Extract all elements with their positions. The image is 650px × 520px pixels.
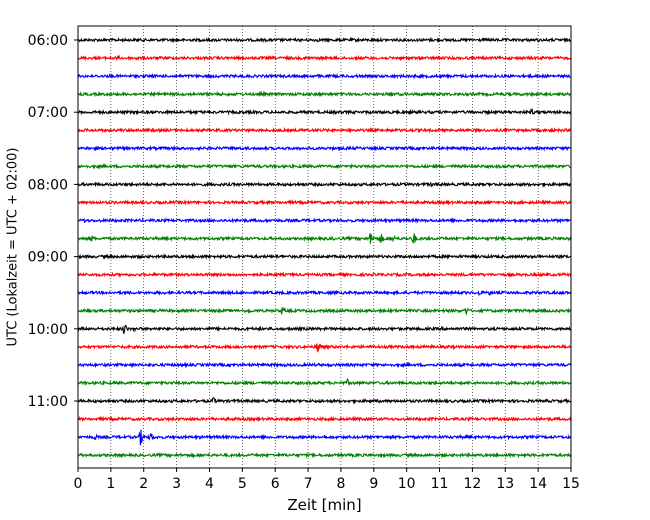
plot-frame (77, 25, 572, 469)
trace-1045 (77, 377, 572, 387)
trace-1100 (77, 397, 572, 405)
x-tick-label: 5 (238, 476, 247, 492)
trace-0800 (77, 181, 572, 188)
trace-1030 (77, 361, 572, 369)
trace-0745 (77, 162, 572, 170)
x-tick-label: 14 (529, 476, 547, 492)
x-tick-label: 2 (139, 476, 148, 492)
x-tick-label: 7 (304, 476, 313, 492)
seismic-traces (77, 36, 572, 459)
x-tick-label: 3 (172, 476, 181, 492)
trace-1145 (77, 451, 572, 459)
trace-0600 (77, 36, 572, 44)
trace-0945 (77, 306, 572, 316)
x-axis-ticks: 0 1 2 3 4 5 6 7 8 9 10 11 12 13 14 15 (74, 468, 580, 492)
y-axis-label: UTC (Lokalzeit = UTC + 02:00) (6, 148, 21, 347)
trace-0615 (77, 54, 572, 62)
trace-0900 (77, 253, 572, 260)
trace-1000 (77, 324, 572, 334)
x-tick-label: 4 (205, 476, 214, 492)
trace-0830 (77, 217, 572, 224)
trace-0630 (77, 72, 572, 80)
trace-0815 (77, 199, 572, 206)
y-tick-label: 11:00 (28, 394, 68, 410)
x-tick-label: 0 (74, 476, 83, 492)
trace-0645 (77, 90, 572, 98)
trace-0845 (77, 233, 572, 244)
x-tick-label: 8 (336, 476, 345, 492)
trace-1115 (77, 415, 572, 423)
trace-1015 (77, 343, 572, 353)
trace-0930 (77, 289, 572, 297)
trace-0915 (77, 271, 572, 279)
x-tick-label: 1 (106, 476, 115, 492)
y-axis-ticks: 06:00 07:00 08:00 09:00 10:00 11:00 (28, 33, 78, 410)
y-tick-label: 07:00 (28, 105, 68, 121)
trace-0715 (77, 126, 572, 134)
y-tick-label: 08:00 (28, 177, 68, 193)
y-tick-label: 06:00 (28, 33, 68, 49)
x-tick-label: 6 (271, 476, 280, 492)
x-tick-label: 9 (369, 476, 378, 492)
x-axis-label: Zeit [min] (287, 496, 361, 514)
trace-0730 (77, 144, 572, 152)
x-tick-label: 13 (496, 476, 514, 492)
x-tick-label: 12 (463, 476, 481, 492)
y-tick-label: 10:00 (28, 322, 68, 338)
trace-0700 (77, 107, 572, 116)
x-tick-label: 15 (562, 476, 580, 492)
y-tick-label: 09:00 (28, 250, 68, 266)
x-tick-label: 11 (431, 476, 449, 492)
trace-1130 (77, 429, 572, 446)
x-tick-label: 10 (398, 476, 416, 492)
